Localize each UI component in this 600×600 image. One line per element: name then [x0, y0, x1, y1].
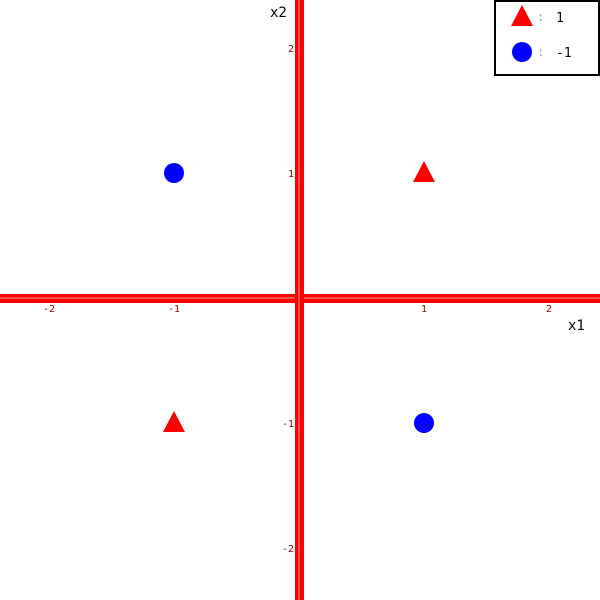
triangle-point	[413, 161, 435, 182]
x-tick-label: 1	[421, 304, 427, 315]
triangle-point	[163, 411, 185, 432]
y-tick-label: 1	[288, 169, 294, 180]
y-tick-label: 2	[288, 44, 294, 55]
x-tick-label: 2	[546, 304, 552, 315]
circle-point	[414, 413, 434, 433]
legend-box	[494, 0, 600, 76]
legend-label: 1	[556, 11, 564, 26]
legend-separator: :	[537, 10, 544, 24]
legend-triangle-icon	[511, 5, 533, 26]
legend: :1: -1	[494, 0, 600, 76]
x-axis-label: x1	[568, 318, 585, 334]
circle-point	[164, 163, 184, 183]
legend-label: -1	[556, 46, 572, 61]
legend-circle-icon	[512, 42, 532, 62]
x-tick-label: -2	[43, 304, 55, 315]
legend-separator: :	[537, 45, 544, 59]
tick-labels-layer: -2 -1 1 2 -2 -1 1 2	[43, 44, 552, 555]
x-tick-label: -1	[168, 304, 180, 315]
y-tick-label: -1	[282, 419, 294, 430]
data-points-layer	[163, 161, 435, 433]
y-tick-label: -2	[282, 544, 294, 555]
y-axis-label: x2	[270, 5, 287, 21]
